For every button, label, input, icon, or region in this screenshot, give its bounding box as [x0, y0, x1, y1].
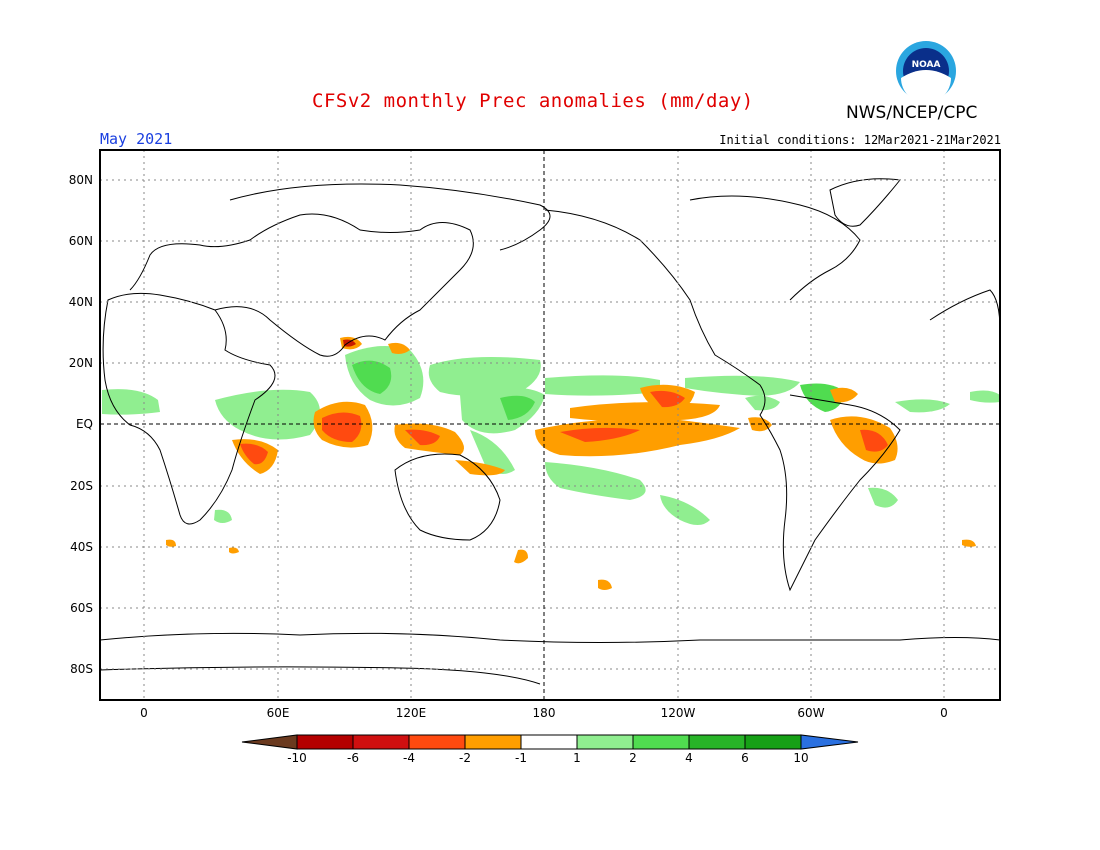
lat-label: 20N: [69, 356, 93, 370]
wet-patch: [895, 399, 950, 413]
colorbar-label: -2: [459, 751, 471, 765]
colorbar-segment: [408, 734, 466, 750]
wet-patch: [685, 375, 800, 396]
colorbar-segment: [576, 734, 634, 750]
colorbar-label: 6: [741, 751, 749, 765]
lat-label: 80S: [70, 662, 93, 676]
dry-patch: [535, 418, 740, 457]
wet-patch: [545, 375, 660, 396]
lon-label: 180: [533, 706, 556, 720]
wet-patch: [660, 495, 710, 525]
coastlines: [99, 178, 1001, 685]
lon-label: 0: [140, 706, 148, 720]
latitude-labels: 80N 60N 40N 20N EQ 20S 40S 60S 80S: [69, 173, 93, 676]
colorbar-label: 1: [573, 751, 581, 765]
lat-label: 60N: [69, 234, 93, 248]
colorbar-label: -4: [403, 751, 415, 765]
dry-patch: [570, 402, 720, 422]
lon-label: 60W: [797, 706, 824, 720]
colorbar-labels: -10 -6 -4 -2 -1 1 2 4 6 10: [287, 751, 808, 765]
dry-patch: [598, 579, 612, 590]
colorbar-label: 10: [793, 751, 808, 765]
lon-label: 120W: [661, 706, 696, 720]
wet-patch: [970, 390, 1000, 403]
svg-text:NOAA: NOAA: [912, 60, 941, 70]
wet-patch: [102, 389, 160, 415]
noaa-logo-icon: NOAA: [896, 41, 956, 102]
map-frame: [99, 149, 1001, 701]
initial-conditions-label: Initial conditions: 12Mar2021-21Mar2021: [719, 133, 1001, 147]
lat-label: EQ: [76, 417, 93, 431]
lon-label: 0: [940, 706, 948, 720]
dry-patch: [229, 547, 239, 554]
longitude-labels: 0 60E 120E 180 120W 60W 0: [140, 706, 948, 720]
lat-label: 40S: [70, 540, 93, 554]
colorbar-segment: [464, 734, 522, 750]
wet-patch: [460, 387, 545, 434]
wet-patch: [545, 462, 646, 500]
lon-label: 60E: [267, 706, 290, 720]
dry-patch: [560, 427, 640, 442]
dry-patch: [343, 339, 356, 347]
dry-patch: [166, 539, 176, 547]
colorbar-label: -6: [347, 751, 359, 765]
wet-patch: [352, 360, 392, 394]
colorbar-label: 4: [685, 751, 693, 765]
dry-patch: [860, 429, 888, 452]
colorbar-segment: [296, 734, 354, 750]
dry-patch: [514, 549, 528, 564]
lat-label: 80N: [69, 173, 93, 187]
colorbar-label: -10: [287, 751, 307, 765]
wet-patch: [214, 509, 232, 523]
wet-patch: [745, 395, 780, 411]
wet-patch: [215, 389, 320, 440]
colorbar-end-high: [800, 734, 859, 750]
lon-label: 120E: [396, 706, 427, 720]
dry-patch: [650, 390, 685, 408]
lat-label: 60S: [70, 601, 93, 615]
dry-patch: [322, 412, 362, 442]
wet-patch: [428, 356, 541, 396]
colorbar-segment: [688, 734, 746, 750]
page-title: CFSv2 monthly Prec anomalies (mm/day): [312, 90, 754, 112]
dry-patch: [405, 429, 440, 446]
colorbar-segment: [520, 734, 578, 750]
lat-label: 40N: [69, 295, 93, 309]
wet-patch: [868, 487, 898, 508]
graticule: [100, 150, 1000, 700]
dry-patch: [240, 443, 268, 465]
wet-patch: [500, 395, 535, 420]
colorbar-segment: [744, 734, 802, 750]
colorbar-end-low: [241, 734, 298, 750]
dry-patch: [830, 387, 858, 403]
lat-label: 20S: [70, 479, 93, 493]
anomaly-patches: [102, 336, 1000, 590]
dry-patch: [962, 539, 976, 547]
colorbar-segment: [632, 734, 690, 750]
dry-patch: [388, 342, 410, 354]
organization-label: NWS/NCEP/CPC: [846, 103, 978, 123]
forecast-month: May 2021: [100, 130, 173, 148]
colorbar-label: 2: [629, 751, 637, 765]
wet-patch: [470, 430, 515, 474]
colorbar: [241, 734, 859, 750]
colorbar-label: -1: [515, 751, 527, 765]
colorbar-segment: [352, 734, 410, 750]
dry-patch: [455, 460, 505, 476]
